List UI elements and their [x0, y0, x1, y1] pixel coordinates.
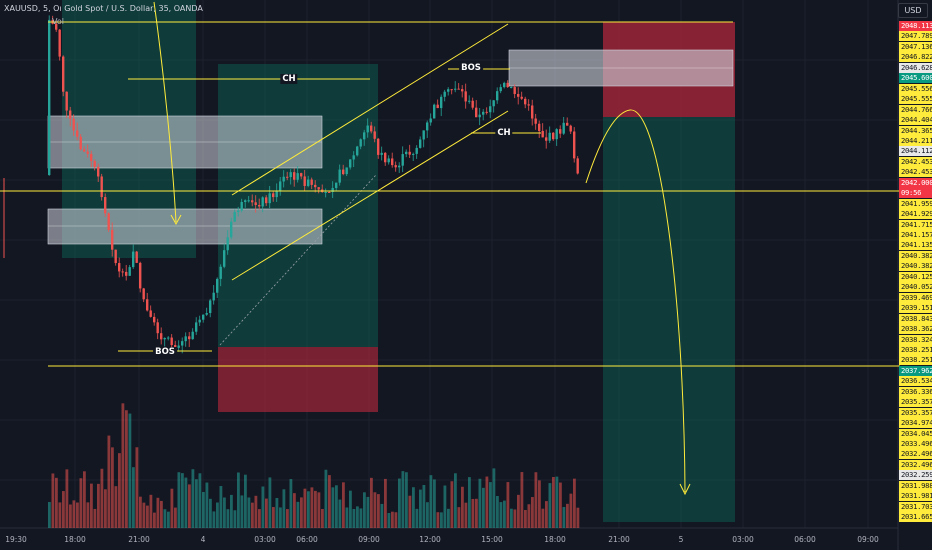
price-label: 2042.000	[899, 177, 932, 188]
price-label: 2036.534	[899, 376, 932, 387]
price-label: 2031.981	[899, 491, 932, 502]
price-label: 2041.135	[899, 240, 932, 251]
price-label: 2037.962	[899, 365, 932, 376]
price-label: 2038.324	[899, 334, 932, 345]
price-label: 2042.453	[899, 167, 932, 178]
price-label: 2032.496	[899, 449, 932, 460]
price-label: 2040.052	[899, 282, 932, 293]
volume-bars	[48, 403, 580, 528]
price-label: 2041.959	[899, 198, 932, 209]
price-label: 2044.211	[899, 135, 932, 146]
price-label: 2035.357	[899, 397, 932, 408]
price-label: 2038.251	[899, 344, 932, 355]
price-label: 2046.822	[899, 52, 932, 63]
price-label: 2031.703	[899, 501, 932, 512]
price-label: 2044.365	[899, 125, 932, 136]
candlesticks	[3, 15, 579, 354]
time-label: 03:00	[732, 535, 754, 544]
price-label: 2038.843	[899, 313, 932, 324]
time-label: 06:00	[794, 535, 816, 544]
demand-box-left-lower[interactable]	[47, 208, 323, 245]
bos-label-left: BOS	[153, 347, 177, 357]
price-label: 2048.113	[899, 21, 932, 31]
price-label: 2034.045	[899, 428, 932, 439]
time-label: 4	[200, 535, 206, 544]
time-label: 12:00	[419, 535, 441, 544]
time-label: 09:00	[857, 535, 879, 544]
time-label: 06:00	[296, 535, 318, 544]
price-label: 09:56	[899, 188, 932, 199]
price-label: 2041.157	[899, 230, 932, 240]
price-label: 2044.766	[899, 104, 932, 115]
price-label: 2040.125	[899, 271, 932, 282]
projection-arrow-head	[679, 483, 691, 496]
price-label: 2039.151	[899, 303, 932, 314]
price-label: 2045.556	[899, 83, 932, 94]
price-label: 2040.382	[899, 250, 932, 261]
price-label: 2045.555	[899, 94, 932, 105]
time-label: 21:00	[128, 535, 150, 544]
symbol-header[interactable]: XAUUSD, 5, Oı Gold Spot / U.S. Dollar, 3…	[4, 4, 203, 13]
price-label: 2047.789	[899, 31, 932, 42]
time-label: 03:00	[254, 535, 276, 544]
time-label: 5	[678, 535, 684, 544]
price-label: 2041.715	[899, 219, 932, 230]
price-label: 2032.496	[899, 459, 932, 470]
price-label: 2031.988	[899, 480, 932, 491]
time-label: 19:30	[5, 535, 27, 544]
price-label: 2033.496	[899, 439, 932, 449]
price-label: 2044.112	[899, 146, 932, 157]
price-label: 2035.357	[899, 407, 932, 418]
price-label: 2034.974	[899, 418, 932, 429]
projection-arrow-curve[interactable]	[585, 109, 686, 493]
currency-button[interactable]: USD	[898, 3, 928, 18]
down-arrow-head-left	[170, 214, 182, 226]
price-label: 2047.136	[899, 41, 932, 52]
volume-indicator-label[interactable]: Vol	[52, 17, 64, 26]
price-label: 2038.251	[899, 355, 932, 366]
stop-zone-middle[interactable]	[218, 347, 378, 412]
ch-label-top: CH	[280, 74, 298, 84]
long-target-zone-middle[interactable]	[218, 64, 378, 347]
price-label: 2040.382	[899, 261, 932, 272]
time-label: 21:00	[608, 535, 630, 544]
channel-lower-line[interactable]	[231, 110, 509, 281]
time-label: 18:00	[64, 535, 86, 544]
price-label: 2038.362	[899, 324, 932, 335]
price-label: 2046.628	[899, 62, 932, 73]
channel-upper-line[interactable]	[231, 23, 509, 196]
time-label: 15:00	[481, 535, 503, 544]
price-label: 2039.469	[899, 292, 932, 303]
time-label: 18:00	[544, 535, 566, 544]
entry-target-dotted-line	[219, 174, 377, 346]
short-target-zone[interactable]	[603, 117, 735, 522]
bos-label-top: BOS	[459, 63, 483, 73]
price-label: 2041.929	[899, 209, 932, 220]
price-label: 2031.665	[899, 512, 932, 523]
down-arrow-curve-left[interactable]	[153, 1, 177, 223]
price-label: 2036.336	[899, 386, 932, 397]
time-label: 09:00	[358, 535, 380, 544]
price-label: 2045.600	[899, 73, 932, 84]
price-label: 2032.259	[899, 470, 932, 481]
ch-label-right: CH	[495, 128, 513, 138]
price-label: 2042.453	[899, 156, 932, 167]
price-label: 2044.404	[899, 115, 932, 126]
